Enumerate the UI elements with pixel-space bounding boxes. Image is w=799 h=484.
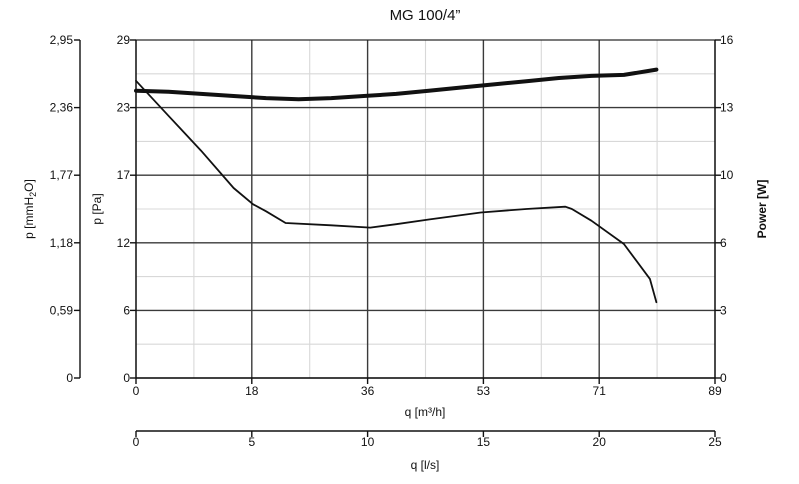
- axes: [74, 39, 721, 437]
- power-curve: [134, 67, 659, 102]
- pressure-curve: [135, 79, 658, 304]
- y-axis-mmh2o-label-main: p [mmH: [22, 197, 36, 239]
- x-tick-label-secondary: 5: [248, 435, 255, 449]
- tick-labels: 061217232900,591,181,772,362,95036101316…: [50, 33, 734, 449]
- y-tick-label-mmh2o: 0: [66, 371, 73, 385]
- x-tick-label-primary: 71: [593, 384, 607, 398]
- y-tick-label-pa: 0: [123, 371, 130, 385]
- x-tick-label-primary: 89: [708, 384, 722, 398]
- chart-title: MG 100/4”: [390, 7, 461, 24]
- y-axis-pa-label: p [Pa]: [90, 193, 104, 224]
- y-tick-label-pa: 12: [117, 236, 131, 250]
- y-tick-label-pa: 17: [117, 168, 131, 182]
- y-tick-label-mmh2o: 1,77: [50, 168, 74, 182]
- y-tick-label-power: 0: [720, 371, 727, 385]
- minor-gridlines: [136, 40, 715, 378]
- y-tick-label-mmh2o: 2,36: [50, 101, 74, 115]
- x-tick-label-secondary: 25: [708, 435, 722, 449]
- x-tick-label-secondary: 15: [477, 435, 491, 449]
- y-axis-mmh2o-label: p [mmH2O]: [22, 179, 38, 239]
- y-tick-label-pa: 29: [117, 33, 131, 47]
- y-tick-label-power: 10: [720, 168, 734, 182]
- y-tick-label-pa: 23: [117, 101, 131, 115]
- y-tick-label-power: 13: [720, 101, 734, 115]
- series-lines: [134, 67, 659, 304]
- x-tick-label-secondary: 0: [133, 435, 140, 449]
- x-axis-primary-label: q [m³/h]: [405, 405, 446, 419]
- x-tick-label-primary: 0: [133, 384, 140, 398]
- y-tick-label-mmh2o: 1,18: [50, 236, 74, 250]
- x-tick-label-secondary: 20: [593, 435, 607, 449]
- y-tick-label-power: 6: [720, 236, 727, 250]
- y-tick-label-power: 3: [720, 303, 727, 317]
- y-tick-label-power: 16: [720, 33, 734, 47]
- y-axis-mmh2o-label-end: O]: [22, 179, 36, 192]
- x-tick-label-primary: 53: [477, 384, 491, 398]
- y-axis-mmh2o-label-sub: 2: [28, 192, 38, 197]
- x-tick-label-primary: 18: [245, 384, 259, 398]
- x-tick-label-secondary: 10: [361, 435, 375, 449]
- x-axis-secondary-label: q [l/s]: [411, 458, 440, 472]
- y-tick-label-pa: 6: [123, 303, 130, 317]
- y-tick-label-mmh2o: 2,95: [50, 33, 74, 47]
- x-tick-label-primary: 36: [361, 384, 375, 398]
- y-tick-label-mmh2o: 0,59: [50, 303, 74, 317]
- y-axis-power-label: Power [W]: [755, 180, 769, 239]
